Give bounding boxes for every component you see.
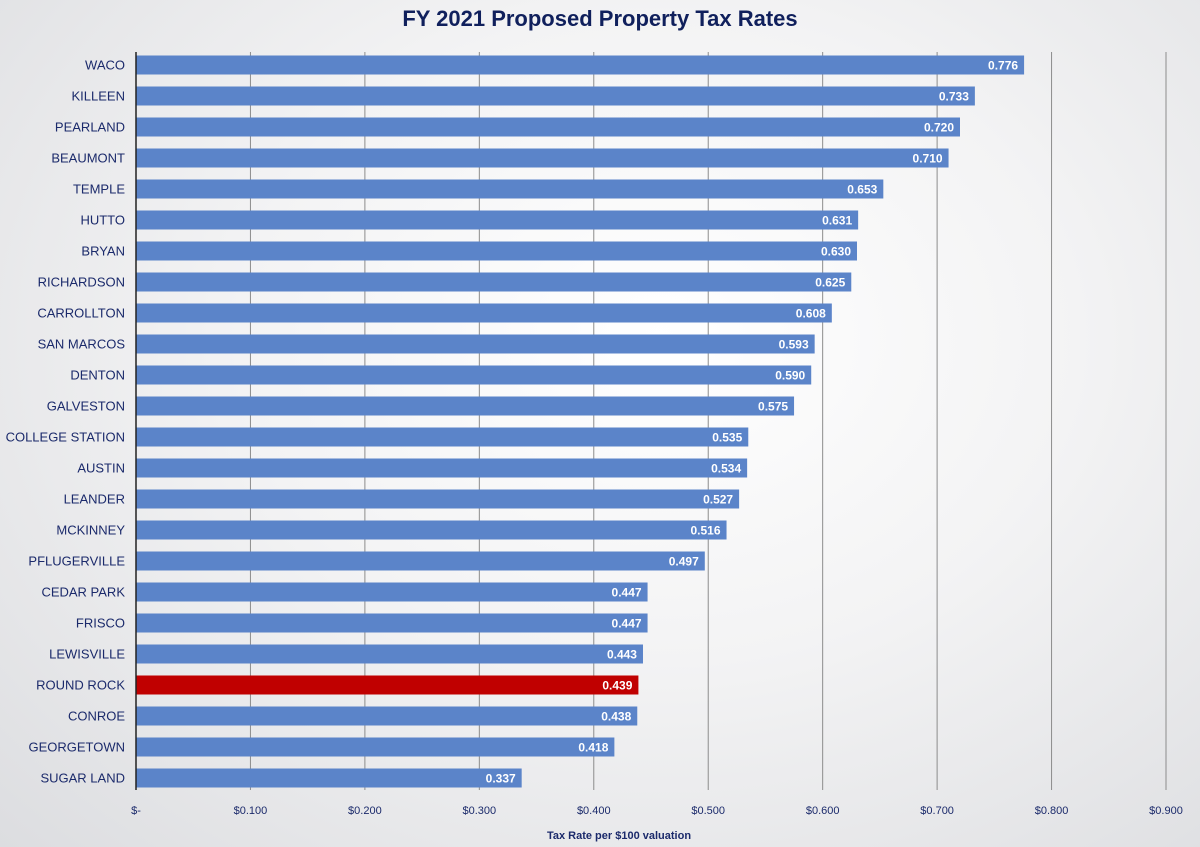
- category-label: MCKINNEY: [56, 523, 125, 538]
- bar: [136, 396, 795, 416]
- x-tick-label: $0.800: [1035, 805, 1069, 817]
- data-label: 0.527: [703, 493, 733, 507]
- category-label: SUGAR LAND: [40, 771, 125, 786]
- x-axis-title: Tax Rate per $100 valuation: [547, 830, 691, 842]
- category-label: HUTTO: [80, 213, 125, 228]
- data-label: 0.418: [578, 741, 608, 755]
- category-label: PEARLAND: [55, 120, 125, 135]
- x-axis-ticks: $- $0.100 $0.200 $0.300 $0.400 $0.500 $0.600 $0…: [131, 805, 1183, 817]
- data-label: 0.608: [796, 307, 826, 321]
- data-label: 0.630: [821, 245, 851, 259]
- bar: [136, 582, 648, 602]
- data-label: 0.625: [815, 276, 845, 290]
- data-label: 0.776: [988, 59, 1018, 73]
- x-tick-label: $-: [131, 805, 141, 817]
- bar: [136, 458, 748, 478]
- category-label: AUSTIN: [77, 461, 125, 476]
- bar: [136, 737, 615, 757]
- data-label: 0.590: [775, 369, 805, 383]
- x-tick-label: $0.700: [920, 805, 954, 817]
- x-tick-label: $0.500: [691, 805, 725, 817]
- bar: [136, 86, 975, 106]
- bar: [136, 210, 859, 230]
- data-label: 0.447: [612, 617, 642, 631]
- category-label: GALVESTON: [47, 399, 125, 414]
- bar: [136, 148, 949, 168]
- data-label: 0.534: [711, 462, 741, 476]
- data-label: 0.439: [602, 679, 632, 693]
- data-label: 0.438: [601, 710, 631, 724]
- data-label: 0.653: [847, 183, 877, 197]
- bar: [136, 303, 832, 323]
- category-label: ROUND ROCK: [36, 678, 125, 693]
- data-label: 0.631: [822, 214, 852, 228]
- bar: [136, 272, 852, 292]
- data-label: 0.516: [691, 524, 721, 538]
- bar: [136, 55, 1025, 75]
- category-label: BEAUMONT: [51, 151, 125, 166]
- data-label: 0.710: [913, 152, 943, 166]
- category-label: CARROLLTON: [37, 306, 125, 321]
- bar: [136, 117, 960, 137]
- bar: [136, 613, 648, 633]
- data-label: 0.337: [486, 772, 516, 786]
- data-label: 0.443: [607, 648, 637, 662]
- bar: [136, 241, 857, 261]
- x-tick-label: $0.100: [234, 805, 268, 817]
- gridlines: [249, 52, 1167, 790]
- bar: [136, 489, 740, 509]
- category-label: GEORGETOWN: [28, 740, 125, 755]
- x-tick-label: $0.400: [577, 805, 611, 817]
- bar: [136, 427, 749, 447]
- x-tick-label: $0.200: [348, 805, 382, 817]
- category-label: KILLEEN: [72, 89, 125, 104]
- chart-title: FY 2021 Proposed Property Tax Rates: [402, 6, 798, 31]
- bar: [136, 334, 815, 354]
- category-label: WACO: [85, 58, 125, 73]
- data-label: 0.535: [712, 431, 742, 445]
- category-label: CONROE: [68, 709, 125, 724]
- category-label: COLLEGE STATION: [6, 430, 125, 445]
- category-label: FRISCO: [76, 616, 125, 631]
- bar: [136, 551, 705, 571]
- x-tick-label: $0.600: [806, 805, 840, 817]
- bar: [136, 179, 884, 199]
- data-label: 0.720: [924, 121, 954, 135]
- category-label: DENTON: [70, 368, 125, 383]
- bars: 0.776 0.733 0.720 0.710 0.653 0.631 0.630 0.625…: [136, 55, 1025, 788]
- bar: [136, 644, 643, 664]
- data-label: 0.575: [758, 400, 788, 414]
- category-label: LEWISVILLE: [49, 647, 125, 662]
- data-label: 0.497: [669, 555, 699, 569]
- category-label: LEANDER: [64, 492, 125, 507]
- bar: [136, 768, 522, 788]
- x-tick-label: $0.300: [463, 805, 497, 817]
- bar: [136, 365, 812, 385]
- data-label: 0.593: [779, 338, 809, 352]
- category-label: TEMPLE: [73, 182, 125, 197]
- bar: [136, 675, 639, 695]
- category-label: BRYAN: [81, 244, 125, 259]
- category-label: SAN MARCOS: [38, 337, 126, 352]
- data-label: 0.733: [939, 90, 969, 104]
- category-label: RICHARDSON: [38, 275, 125, 290]
- category-labels: WACO KILLEEN PEARLAND BEAUMONT TEMPLE HUTTO BR…: [6, 58, 126, 786]
- bar: [136, 520, 727, 540]
- x-tick-label: $0.900: [1149, 805, 1183, 817]
- category-label: PFLUGERVILLE: [28, 554, 125, 569]
- category-label: CEDAR PARK: [41, 585, 125, 600]
- data-label: 0.447: [612, 586, 642, 600]
- bar: [136, 706, 638, 726]
